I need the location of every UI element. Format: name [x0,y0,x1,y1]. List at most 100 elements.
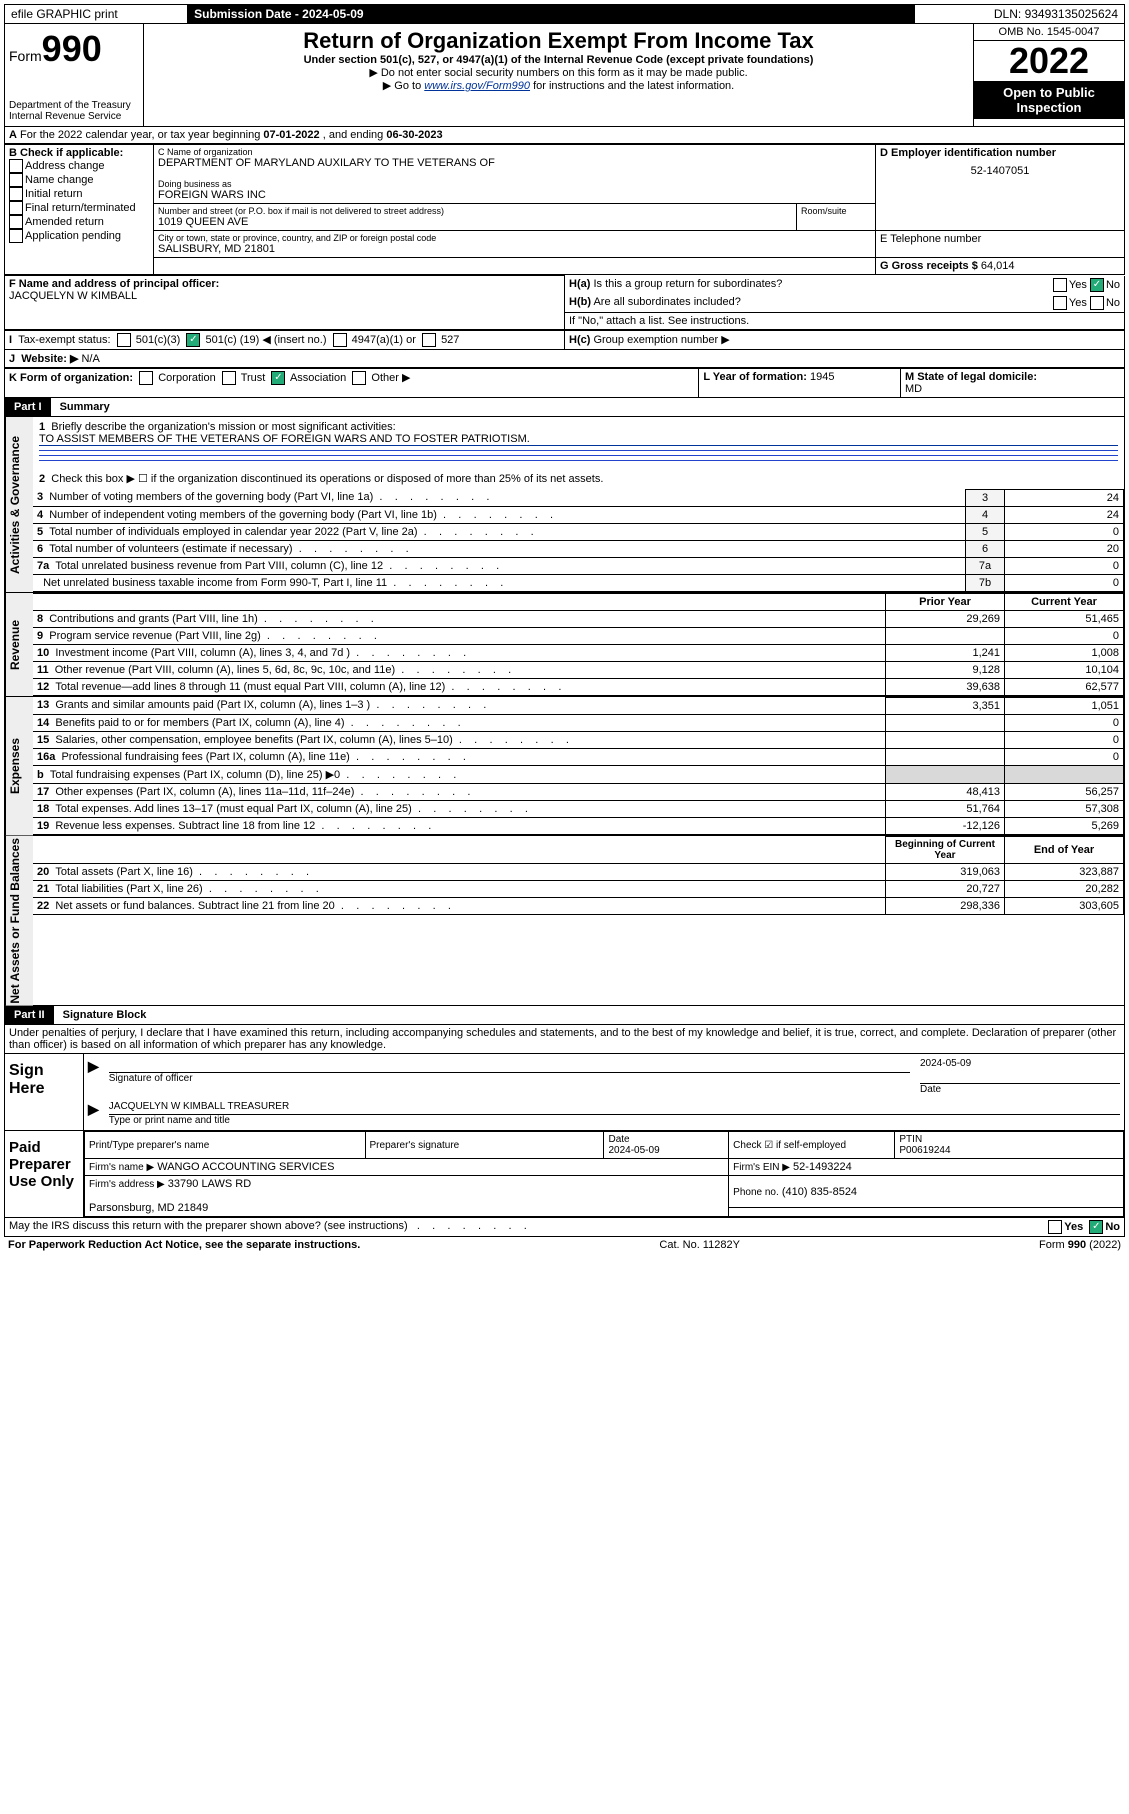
website-value: N/A [81,353,99,365]
org-name: DEPARTMENT OF MARYLAND AUXILARY TO THE V… [158,157,871,169]
fh-block: F Name and address of principal officer:… [4,275,1125,330]
b-opt-1[interactable]: Name change [9,173,149,187]
firm-name: WANGO ACCOUNTING SERVICES [157,1161,334,1173]
discuss-line: May the IRS discuss this return with the… [4,1218,1125,1237]
form-subtitle-1: Under section 501(c), 527, or 4947(a)(1)… [152,54,965,66]
part1-netassets: Net Assets or Fund Balances Beginning of… [4,836,1125,1007]
data-row: 15 Salaries, other compensation, employe… [33,731,1124,748]
hb-note: If "No," attach a list. See instructions… [569,315,1120,327]
data-row: 12 Total revenue—add lines 8 through 11 … [33,678,1124,695]
side-governance: Activities & Governance [5,417,33,592]
gov-row: 4 Number of independent voting members o… [33,506,1124,523]
part1-revenue: Revenue Prior Year Current Year 8 Contri… [4,593,1125,697]
ptin: P00619244 [899,1145,950,1156]
data-row: 11 Other revenue (Part VIII, column (A),… [33,661,1124,678]
hb-answer[interactable]: Yes No [996,294,1125,313]
form-subtitle-3: ▶ Go to www.irs.gov/Form990 for instruct… [152,79,965,92]
klm-block: K Form of organization: Corporation Trus… [4,368,1125,398]
form-number: 990 [42,28,102,69]
state-domicile: MD [905,383,922,395]
l2-text: Check this box ▶ ☐ if the organization d… [51,473,603,485]
date-label: Date [920,1084,1120,1095]
page-footer: For Paperwork Reduction Act Notice, see … [4,1237,1125,1253]
b-opt-3[interactable]: Final return/terminated [9,201,149,215]
i-label: Tax-exempt status: [18,334,110,346]
discuss-answer[interactable]: Yes ✓No [1048,1220,1120,1234]
form-header: Form990 Department of the Treasury Inter… [4,24,1125,127]
sign-date: 2024-05-09 [920,1058,1120,1069]
firm-addr1: 33790 LAWS RD [168,1178,251,1190]
street-label: Number and street (or P.O. box if mail i… [158,206,792,216]
ha-answer[interactable]: Yes ✓No [996,276,1125,294]
dln: DLN: 93493135025624 [915,5,1125,24]
efile-label[interactable]: efile GRAPHIC print [5,5,188,24]
part2-header: Part II Signature Block [4,1006,1125,1025]
l1-label: Briefly describe the organization's miss… [51,421,395,433]
data-row: 8 Contributions and grants (Part VIII, l… [33,610,1124,627]
col-current: Current Year [1005,593,1124,610]
dba-value: FOREIGN WARS INC [158,189,871,201]
e-phone-label: E Telephone number [876,231,1125,258]
f-label: F Name and address of principal officer: [9,278,560,290]
officer-name: JACQUELYN W KIMBALL [9,290,560,302]
g-gross: G Gross receipts $ 64,014 [876,258,1125,275]
data-row: 19 Revenue less expenses. Subtract line … [33,817,1124,834]
data-row: 20 Total assets (Part X, line 16)319,063… [33,863,1124,880]
street-value: 1019 QUEEN AVE [158,216,792,228]
d-label: D Employer identification number [880,147,1120,159]
form-label: Form [9,48,42,64]
gov-row: 5 Total number of individuals employed i… [33,523,1124,540]
room-label: Room/suite [797,204,876,231]
self-employed-check[interactable]: Check ☑ if self-employed [729,1132,895,1159]
data-row: 18 Total expenses. Add lines 13–17 (must… [33,800,1124,817]
c-name-label: C Name of organization [158,147,871,157]
b-opt-5[interactable]: Application pending [9,229,149,243]
city-label: City or town, state or province, country… [158,233,871,243]
data-row: 13 Grants and similar amounts paid (Part… [33,697,1124,714]
sign-here-block: Sign Here ▶ Signature of officer 2024-05… [4,1054,1125,1131]
sign-here-label: Sign Here [5,1054,84,1130]
submission-date: Submission Date - 2024-05-09 [188,5,467,24]
data-row: 10 Investment income (Part VIII, column … [33,644,1124,661]
col-prior: Prior Year [886,593,1005,610]
line-a: A For the 2022 calendar year, or tax yea… [4,127,1125,144]
gov-row: 7a Total unrelated business revenue from… [33,557,1124,574]
paid-preparer-block: Paid Preparer Use Only Print/Type prepar… [4,1131,1125,1218]
ij-block: I Tax-exempt status: 501(c)(3) ✓ 501(c) … [4,330,1125,368]
gov-row: 3 Number of voting members of the govern… [33,489,1124,506]
dept-treasury: Department of the Treasury [9,100,139,111]
declaration: Under penalties of perjury, I declare th… [4,1025,1125,1054]
tax-year: 2022 [974,41,1124,81]
side-netassets: Net Assets or Fund Balances [5,836,33,1006]
col-end: End of Year [1005,836,1124,863]
irs-link[interactable]: www.irs.gov/Form990 [424,80,530,92]
data-row: 14 Benefits paid to or for members (Part… [33,714,1124,731]
data-row: 21 Total liabilities (Part X, line 26)20… [33,880,1124,897]
omb-number: OMB No. 1545-0047 [974,24,1124,41]
b-opt-4[interactable]: Amended return [9,215,149,229]
k-label: K Form of organization: [9,372,133,384]
gov-row: Net unrelated business taxable income fr… [33,574,1124,591]
hb-label: Are all subordinates included? [593,296,740,308]
data-row: b Total fundraising expenses (Part IX, c… [33,765,1124,783]
ha-label: Is this a group return for subordinates? [593,278,782,290]
identity-block: B Check if applicable: Address change Na… [4,144,1125,275]
b-label: B Check if applicable: [9,147,149,159]
data-row: 9 Program service revenue (Part VIII, li… [33,627,1124,644]
part1-expenses: Expenses 13 Grants and similar amounts p… [4,697,1125,836]
irs-label: Internal Revenue Service [9,111,139,122]
gov-row: 6 Total number of volunteers (estimate i… [33,540,1124,557]
b-opt-0[interactable]: Address change [9,159,149,173]
b-opt-2[interactable]: Initial return [9,187,149,201]
officer-print-name: JACQUELYN W KIMBALL TREASURER [109,1101,1120,1112]
side-revenue: Revenue [5,593,33,696]
data-row: 16a Professional fundraising fees (Part … [33,748,1124,765]
firm-ein: 52-1493224 [793,1161,852,1173]
form-title: Return of Organization Exempt From Incom… [152,28,965,54]
prep-date: 2024-05-09 [608,1145,659,1156]
part1-governance: Activities & Governance 1 Briefly descri… [4,417,1125,593]
side-expenses: Expenses [5,697,33,835]
sig-officer-label: Signature of officer [109,1073,910,1084]
city-value: SALISBURY, MD 21801 [158,243,871,255]
col-begin: Beginning of Current Year [886,836,1005,863]
